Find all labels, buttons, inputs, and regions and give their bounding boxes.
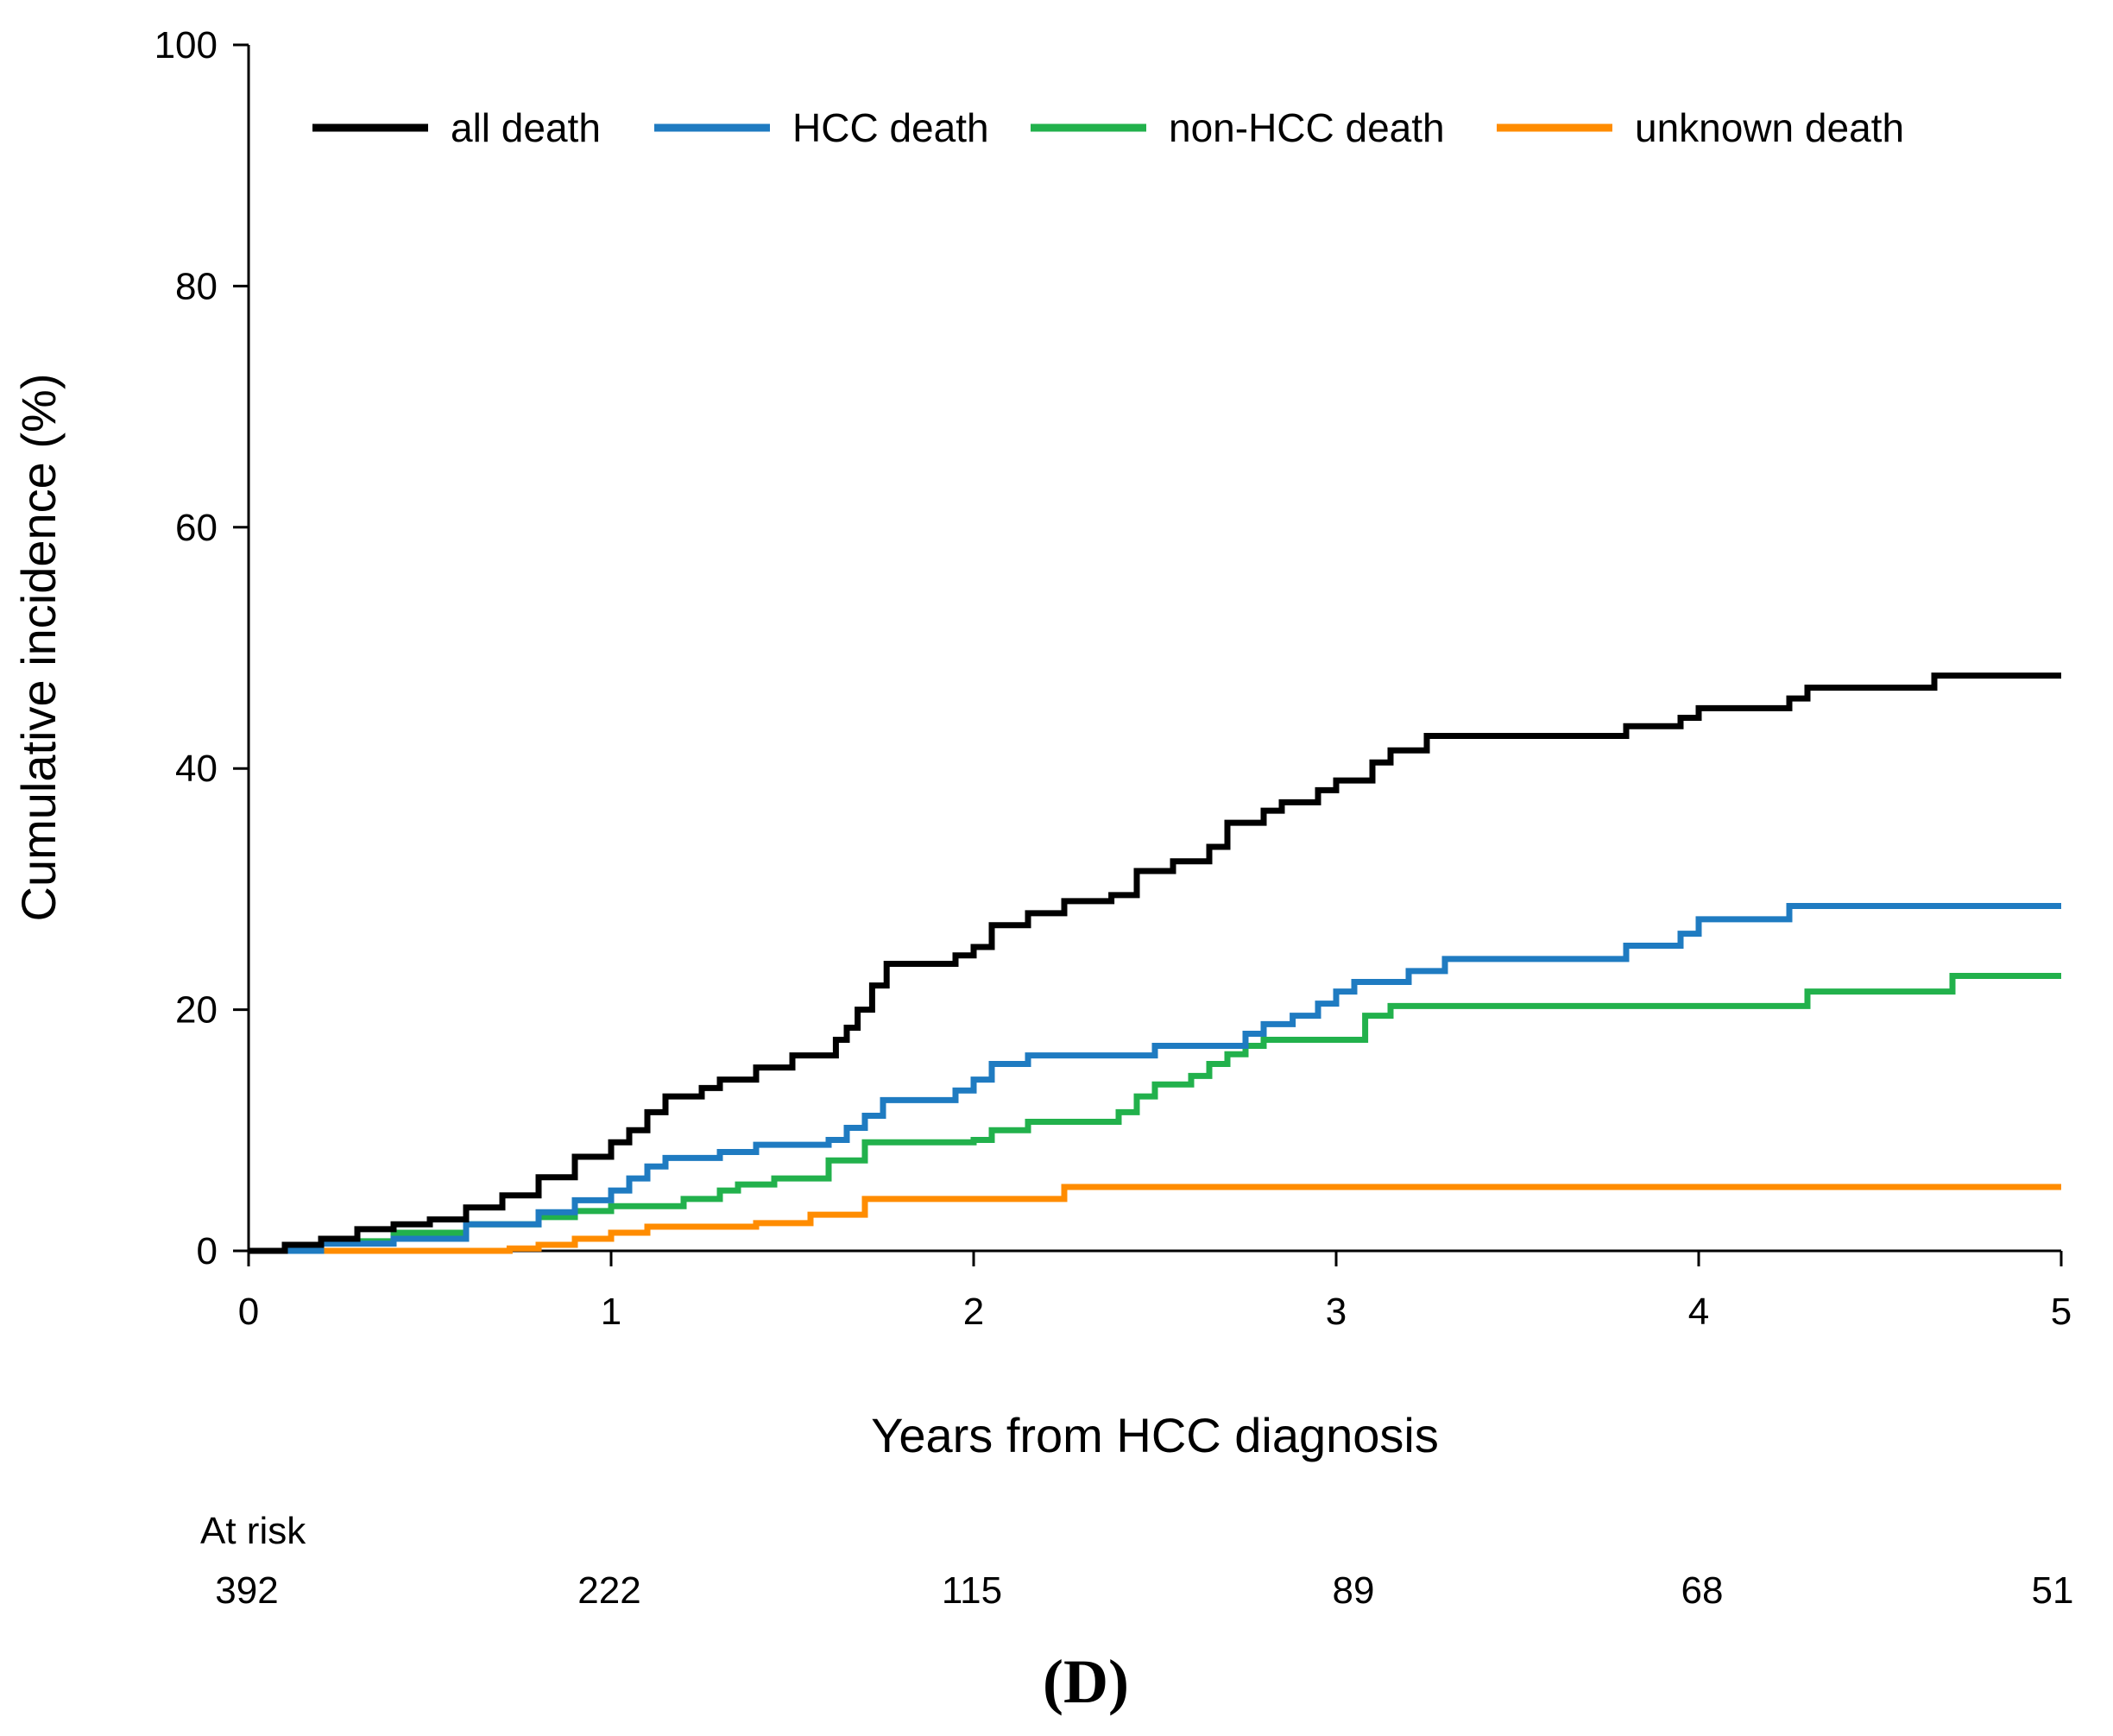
- x-tick-label: 5: [2051, 1291, 2072, 1333]
- x-axis-title: Years from HCC diagnosis: [871, 1408, 1439, 1462]
- y-tick-label: 80: [175, 265, 218, 307]
- x-tick-label: 1: [601, 1291, 621, 1333]
- at-risk-label: At risk: [200, 1510, 306, 1552]
- y-tick-label: 60: [175, 507, 218, 549]
- series-group: [249, 672, 2061, 1254]
- legend-label-all-death: all death: [451, 105, 601, 150]
- at-risk-count: 222: [577, 1569, 640, 1612]
- series-line-hcc-death: [249, 902, 2061, 1254]
- series-line-non-hcc-death: [249, 972, 2061, 1254]
- at-risk-count: 68: [1681, 1569, 1724, 1612]
- series-line-all-death: [249, 672, 2061, 1254]
- at-risk-count: 51: [2032, 1569, 2074, 1612]
- y-tick-label: 20: [175, 989, 218, 1032]
- y-tick-label: 40: [175, 748, 218, 790]
- y-axis-ticks: 0 20 40 60 80 100: [155, 24, 249, 1272]
- y-axis-title: Cumulative incidence (%): [11, 374, 66, 922]
- x-axis-ticks: 0 1 2 3 4 5: [238, 1251, 2072, 1333]
- x-tick-label: 0: [238, 1291, 259, 1333]
- at-risk-count: 115: [942, 1569, 1002, 1612]
- at-risk-counts: 392 222 115 89 68 51: [215, 1569, 2073, 1612]
- at-risk-count: 392: [215, 1569, 278, 1612]
- series-line-unknown-death: [249, 1184, 2061, 1254]
- y-tick-label: 100: [155, 24, 218, 66]
- panel-label: (D): [1043, 1647, 1129, 1716]
- x-tick-label: 3: [1326, 1291, 1347, 1333]
- legend: all death HCC death non-HCC death unknown d…: [312, 105, 1904, 150]
- x-tick-label: 2: [963, 1291, 984, 1333]
- y-tick-label: 0: [197, 1230, 218, 1272]
- legend-label-hcc-death: HCC death: [792, 105, 989, 150]
- x-tick-label: 4: [1688, 1291, 1709, 1333]
- legend-label-non-hcc-death: non-HCC death: [1169, 105, 1445, 150]
- at-risk-count: 89: [1333, 1569, 1375, 1612]
- legend-label-unknown-death: unknown death: [1635, 105, 1904, 150]
